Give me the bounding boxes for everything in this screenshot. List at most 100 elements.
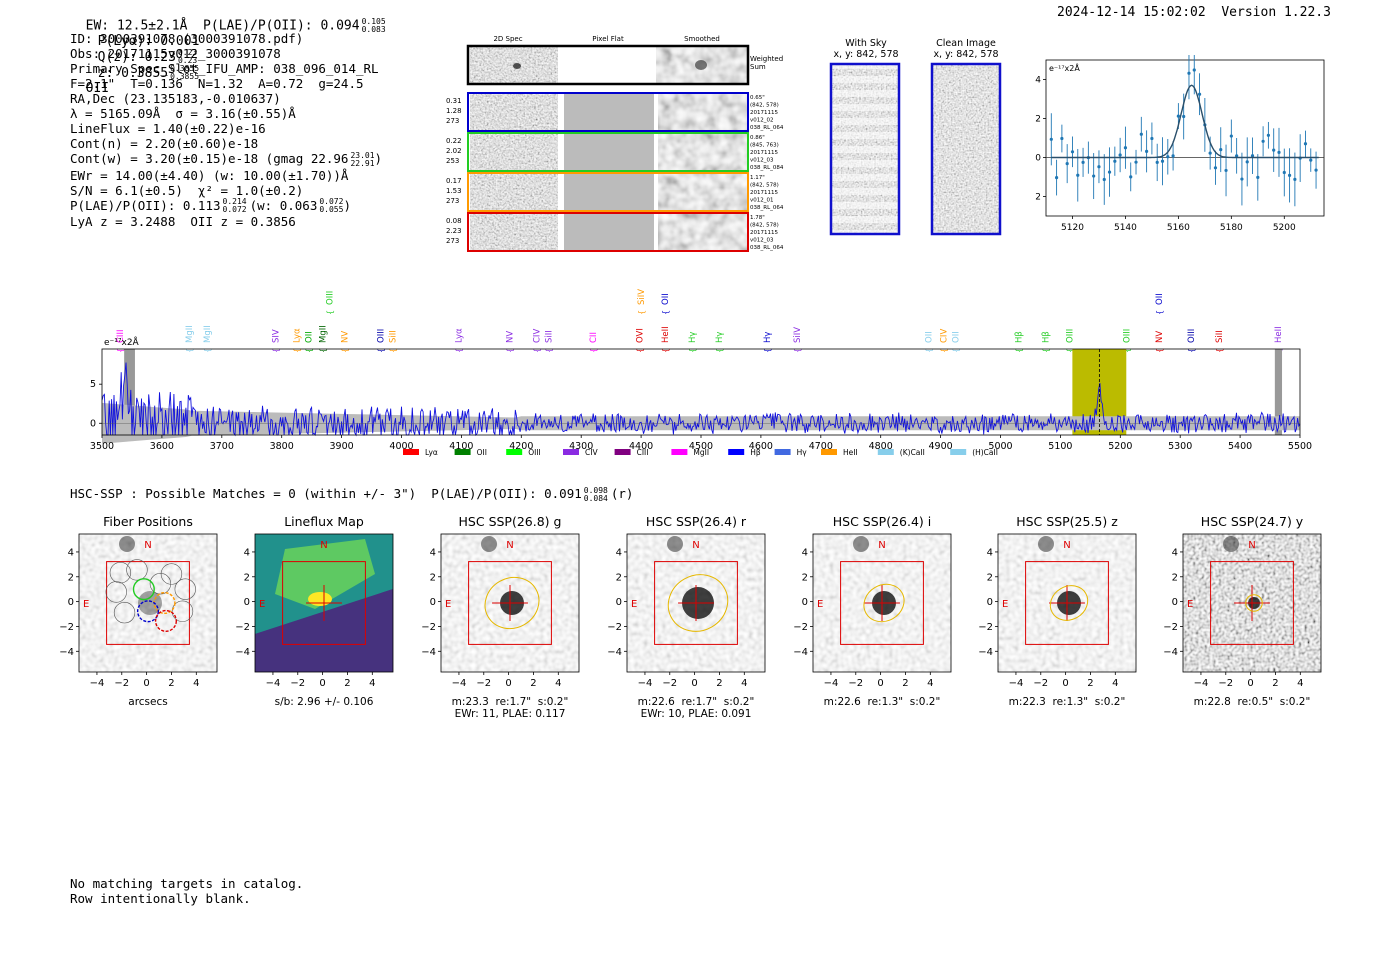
info-block: ID: 3000391078 (3000391078.pdf) Obs: 201… [70, 31, 382, 229]
twod-row-right-info: 038_RL_064 [750, 125, 784, 131]
smoothed-image [658, 134, 748, 170]
emission-line-tick: { [688, 348, 697, 353]
zoom-xtick-label: 5140 [1114, 223, 1137, 233]
info-plae: P(LAE)/P(OII): 0.113 0.214 0.072 (w: 0.063 0… [70, 197, 351, 214]
emission-line-tick: { [589, 348, 598, 353]
emission-line-tick: { [715, 348, 724, 353]
emission-line-label: NV [341, 331, 351, 343]
legend-label: Hβ [750, 448, 761, 457]
pixel-flat-image [564, 134, 654, 170]
east-label: E [83, 599, 89, 610]
east-label: E [631, 599, 637, 610]
twod-row: 0.08 2.23 273 1.78" (842, 578)20171115 v012_0… [446, 212, 784, 252]
zoom-data-point [1145, 149, 1149, 153]
north-label: N [1248, 540, 1255, 551]
cutout-ytick-label: 2 [68, 572, 74, 583]
emission-line-label: OII [661, 293, 671, 305]
hsc-panel-caption: m:22.6 re:1.7" s:0.2" EWr: 10, PLAE: 0.0… [637, 696, 755, 720]
north-label: N [692, 540, 699, 551]
smoothed-image [658, 94, 748, 130]
emission-line-tick: { [505, 348, 514, 353]
legend-swatch [506, 449, 523, 455]
search-box [282, 561, 366, 645]
cutout-ytick-label: 4 [616, 547, 622, 558]
zoom-data-point [1219, 148, 1223, 152]
cutout-ytick-label: −2 [793, 622, 808, 633]
hsc-panel-image: N E −4 −2 0 2 4 4 2 0 −2 −4 [607, 533, 766, 689]
search-box [468, 561, 552, 645]
info-ewr: EWr = 14.00(±4.40) (w: 10.00(±1.70))Å [70, 167, 349, 183]
north-label: N [506, 540, 513, 551]
search-box [654, 561, 738, 645]
spectrum-ytick-label: 5 [90, 379, 96, 390]
info-obs: Obs: 20171115v012_3000391078 [70, 46, 281, 61]
zoom-data-point [1070, 150, 1075, 154]
cutout-ytick-label: −4 [421, 647, 436, 658]
neighbor-source [481, 536, 497, 552]
zoom-data-point [1113, 159, 1117, 163]
cutout-xtick-label: 0 [319, 678, 325, 689]
fiber-circle-primary [154, 609, 177, 632]
emission-line-label: OIII [1187, 329, 1197, 343]
zoom-data-point [1160, 159, 1165, 163]
legend-label: CIV [585, 448, 598, 457]
weighted-sum-label-1: Weighted [750, 55, 783, 63]
cutout-xtick-label: −2 [662, 678, 677, 689]
col-title-2dspec: 2D Spec [493, 35, 522, 43]
emission-line-label: SiIV [637, 289, 647, 305]
twod-row-right-info: (845, 763) [750, 143, 779, 149]
z-tag: OII [85, 81, 110, 96]
spectrum-xtick-label: 4400 [629, 441, 653, 452]
spectrum-xtick-label: 4600 [749, 441, 773, 452]
spectrum-xtick-label: 4000 [389, 441, 413, 452]
zoom-axes: 5120 5140 5160 5180 5200 4 2 0 -2 [1035, 76, 1296, 234]
emission-line-label: SiII [544, 330, 554, 343]
twod-row-right-info: 1.17" [750, 175, 765, 181]
spectrum-xtick-label: 5100 [1048, 441, 1072, 452]
legend-swatch [454, 449, 471, 455]
neighbor-source [853, 536, 869, 552]
with-sky-title: With Sky [845, 38, 887, 49]
search-box [106, 561, 190, 645]
zoom-data-point [1150, 136, 1154, 141]
twod-spec-image [470, 134, 558, 170]
hsc-panel-image: N E −4 −2 0 2 4 4 2 0 −2 −4 [59, 533, 218, 689]
cutout-ytick-label: 4 [802, 547, 808, 558]
col-title-pixelflat: Pixel Flat [592, 35, 624, 43]
emission-line-label: SiIV [793, 327, 803, 343]
search-box [1025, 561, 1109, 645]
full-spectrum-plot: CIII{MgII{MgII{SIV{Lyα{OII{MgII{OIII{NV{… [90, 289, 1312, 457]
emission-line-label: OVI [635, 328, 645, 343]
cutout-xtick-label: 4 [555, 678, 561, 689]
emission-line-tick: { [1155, 310, 1164, 315]
cutout-xtick-label: 4 [927, 678, 933, 689]
emission-line-label: OIII [326, 291, 336, 305]
cutout-frame [254, 533, 394, 673]
fiber-circle [113, 602, 136, 624]
emission-line-tick: { [454, 348, 463, 353]
twod-row-right-info: 038_RL_064 [750, 245, 784, 251]
north-label: N [878, 540, 885, 551]
summary-line: EW: 12.5±2.1Å P(LAE)/P(OII): 0.094 0.105 0… [70, 3, 386, 97]
cutout-ytick-label: 0 [68, 597, 74, 608]
spectrum-xtick-label: 4500 [689, 441, 713, 452]
fiber-circle [149, 573, 172, 595]
spectrum-trace [101, 362, 1301, 437]
info-sn: S/N = 6.1(±0.5) χ² = 1.0(±0.2) [70, 182, 304, 198]
cutout-frame [997, 533, 1137, 673]
hsc-panel-title: Fiber Positions [103, 514, 193, 529]
spectrum-unit-label: e⁻¹⁷x2Å [104, 336, 140, 348]
hsc-panel-image: N E −4 −2 0 2 4 4 2 0 −2 −4 [978, 533, 1137, 689]
plae-sup: 0.214 [222, 197, 247, 206]
ew-sub: 0.083 [361, 25, 386, 34]
twod-row-right-info: 0.65" [750, 95, 765, 101]
cutout-ytick-label: 2 [430, 572, 436, 583]
info-lineflux: LineFlux = 1.40(±0.22)e-16 [70, 121, 266, 136]
twod-row: 0.17 1.53 273 1.17" (842, 578)20171115 v012_0… [446, 172, 784, 212]
emission-line-labels: CIII{MgII{MgII{SIV{Lyα{OII{MgII{OIII{NV{… [116, 289, 1284, 353]
twod-row-right-info: 038_RL_064 [750, 205, 784, 211]
source-aperture-ellipse [863, 583, 905, 623]
zoom-ytick-label: 0 [1035, 154, 1041, 164]
emission-line-tick: { [1187, 348, 1196, 353]
weighted-sum-label-2: Sum [750, 63, 766, 71]
